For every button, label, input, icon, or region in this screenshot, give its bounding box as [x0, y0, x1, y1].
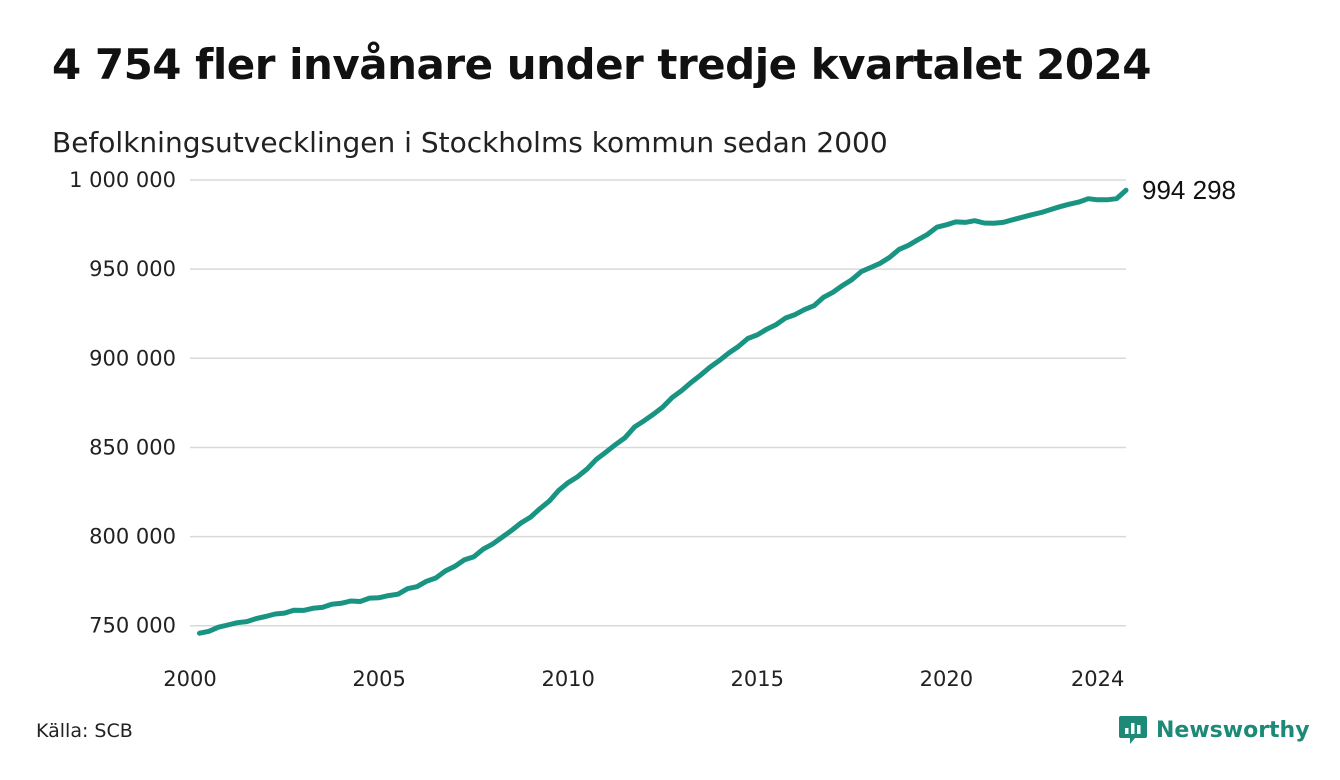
y-tick-label: 750 000 [89, 614, 176, 638]
chart-title: 4 754 fler invånare under tredje kvartal… [52, 40, 1152, 89]
newsworthy-logo-icon [1119, 716, 1147, 744]
brand-logo[interactable]: Newsworthy [1118, 714, 1310, 746]
x-tick-label: 2010 [541, 667, 594, 691]
grid-lines [190, 179, 1126, 627]
line-chart: 750 000 800 000 850 000 900 000 950 000 1 000… [69, 168, 1236, 691]
y-axis-labels: 750 000 800 000 850 000 900 000 950 000 1 000… [69, 168, 176, 638]
y-tick-label: 900 000 [89, 346, 176, 370]
population-line [197, 187, 1129, 636]
series-layer [197, 187, 1129, 636]
x-tick-label: 2020 [920, 667, 973, 691]
x-tick-label: 2015 [731, 667, 784, 691]
y-tick-label: 850 000 [89, 435, 176, 459]
x-tick-label: 2024 [1071, 667, 1124, 691]
x-axis-labels: 2000 2005 2010 2015 2020 2024 [163, 667, 1124, 691]
y-tick-label: 1 000 000 [69, 168, 176, 192]
x-tick-label: 2005 [352, 667, 405, 691]
y-tick-label: 950 000 [89, 257, 176, 281]
y-tick-label: 800 000 [89, 525, 176, 549]
source-note: Källa: SCB [36, 720, 133, 742]
chart-subtitle: Befolkningsutvecklingen i Stockholms kom… [52, 126, 888, 159]
end-value-label: 994 298 [1142, 175, 1236, 205]
x-tick-label: 2000 [163, 667, 216, 691]
brand-name: Newsworthy [1156, 717, 1310, 743]
end-label-layer: 994 298 [1142, 175, 1236, 205]
